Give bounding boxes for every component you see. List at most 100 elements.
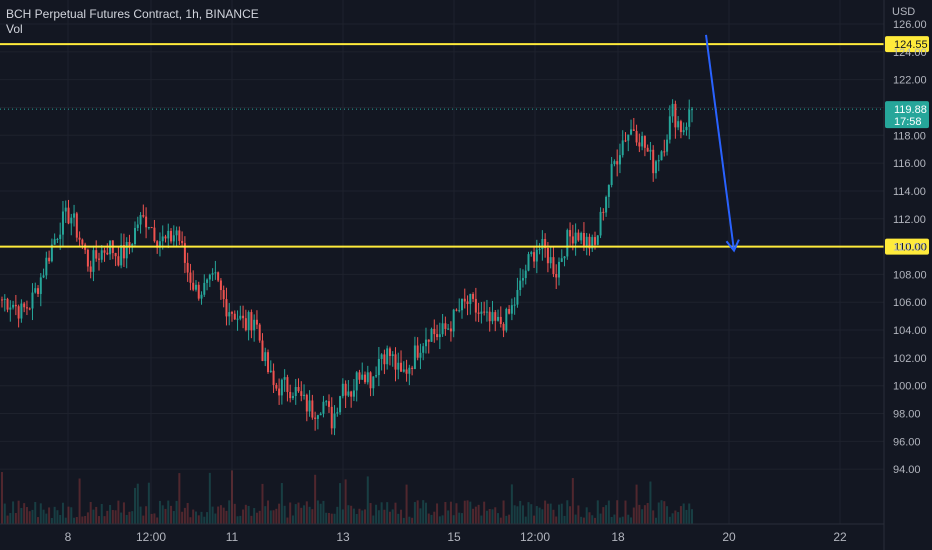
candle-body bbox=[89, 266, 92, 272]
volume-bar bbox=[560, 503, 563, 524]
candle-body bbox=[663, 151, 666, 153]
volume-bar bbox=[303, 505, 306, 524]
trend-arrow[interactable] bbox=[705, 34, 740, 253]
candle-body bbox=[45, 257, 48, 276]
volume-bar bbox=[175, 500, 178, 524]
volume-bar bbox=[200, 511, 203, 524]
candle-body bbox=[59, 234, 62, 239]
candle-body bbox=[654, 161, 657, 174]
volume-bar bbox=[330, 513, 333, 524]
candle-body bbox=[231, 312, 233, 314]
last-price-countdown: 17:58 bbox=[894, 116, 922, 128]
candle-body bbox=[78, 237, 81, 240]
candle-body bbox=[474, 298, 477, 313]
volume-bar bbox=[81, 516, 84, 524]
candle-body bbox=[635, 130, 638, 143]
candle-body bbox=[42, 275, 45, 278]
candle-body bbox=[70, 217, 73, 224]
volume-bar bbox=[585, 507, 588, 524]
volume-bar bbox=[660, 500, 663, 524]
volume-bar bbox=[122, 502, 125, 524]
candle-body bbox=[510, 305, 513, 314]
volume-bar bbox=[217, 506, 220, 524]
volume-bar bbox=[638, 504, 641, 524]
y-tick-label: 108.00 bbox=[893, 269, 927, 281]
volume-bar bbox=[555, 516, 558, 524]
candle-body bbox=[294, 387, 297, 397]
candle-body bbox=[134, 227, 137, 245]
time-axis[interactable]: 8 12:00 11 13 15 12:00 18 20 22 bbox=[0, 523, 884, 544]
candle-body bbox=[347, 391, 350, 396]
volume-bar bbox=[150, 513, 153, 524]
x-tick-label: 8 bbox=[65, 530, 72, 544]
volume-bar bbox=[114, 510, 117, 524]
volume-bar bbox=[45, 513, 48, 524]
arrow-shaft[interactable] bbox=[705, 34, 735, 251]
volume-bar bbox=[264, 506, 267, 524]
candle-body bbox=[228, 312, 231, 317]
volume-bar bbox=[413, 502, 416, 524]
volume-bar bbox=[20, 507, 23, 524]
candle-body bbox=[491, 312, 494, 322]
volume-bar bbox=[388, 511, 391, 524]
arrow-head[interactable] bbox=[725, 239, 740, 253]
volume-bar bbox=[84, 515, 87, 524]
volume-bar bbox=[147, 482, 150, 524]
candle-body bbox=[186, 262, 189, 273]
x-tick-label: 18 bbox=[611, 530, 625, 544]
volume-bar bbox=[527, 502, 530, 524]
volume-bar bbox=[544, 500, 547, 524]
volume-bar bbox=[508, 514, 511, 524]
candle-body bbox=[339, 396, 342, 413]
candle-body bbox=[585, 236, 588, 246]
volume-bar bbox=[67, 506, 70, 524]
volume-bar bbox=[247, 505, 250, 524]
candle-body bbox=[147, 227, 150, 229]
candle-body bbox=[56, 238, 59, 240]
volume-bar bbox=[691, 509, 693, 524]
y-tick-label: 114.00 bbox=[893, 186, 926, 198]
candle-body bbox=[463, 298, 466, 302]
candle-body bbox=[200, 294, 203, 299]
volume-bar bbox=[311, 509, 314, 524]
volume-bar bbox=[383, 509, 386, 524]
candle-body bbox=[516, 289, 519, 305]
candle-body bbox=[502, 324, 505, 331]
volume-bar bbox=[316, 500, 319, 524]
volume-bar bbox=[563, 515, 566, 524]
volume-bar bbox=[380, 502, 383, 524]
price-axis[interactable]: 94.00 96.00 98.00 100.00 102.00 104.00 106.00 1… bbox=[883, 0, 929, 550]
volume-bar bbox=[613, 514, 616, 524]
candle-body bbox=[122, 245, 125, 259]
candle-body bbox=[400, 362, 403, 372]
candle-body bbox=[37, 288, 40, 294]
volume-bar bbox=[630, 517, 633, 524]
y-tick-label: 116.00 bbox=[893, 158, 926, 170]
horizontal-levels[interactable]: 124.55 110.00 bbox=[0, 36, 929, 255]
candle-body bbox=[247, 312, 250, 331]
candle-body bbox=[616, 161, 619, 165]
candle-body bbox=[657, 160, 660, 162]
candle-body bbox=[86, 249, 89, 267]
candle-body bbox=[92, 250, 95, 272]
y-tick-label: 104.00 bbox=[893, 325, 927, 337]
candle-body bbox=[408, 367, 411, 374]
volume-bar bbox=[131, 511, 134, 524]
y-tick-label: 94.00 bbox=[893, 464, 921, 476]
candle-body bbox=[269, 370, 272, 373]
volume-bar bbox=[86, 512, 89, 524]
candle-body bbox=[322, 401, 325, 414]
x-tick-label: 12:00 bbox=[136, 530, 166, 544]
candle-body bbox=[250, 312, 253, 331]
candle-body bbox=[563, 256, 566, 259]
volume-bar bbox=[477, 504, 480, 524]
candle-body bbox=[225, 299, 228, 317]
candle-body bbox=[117, 256, 120, 266]
volume-bar bbox=[433, 511, 436, 524]
volume-bar bbox=[682, 503, 685, 524]
candle-body bbox=[419, 352, 422, 358]
volume-bar bbox=[618, 517, 621, 524]
volume-bar bbox=[89, 501, 92, 524]
